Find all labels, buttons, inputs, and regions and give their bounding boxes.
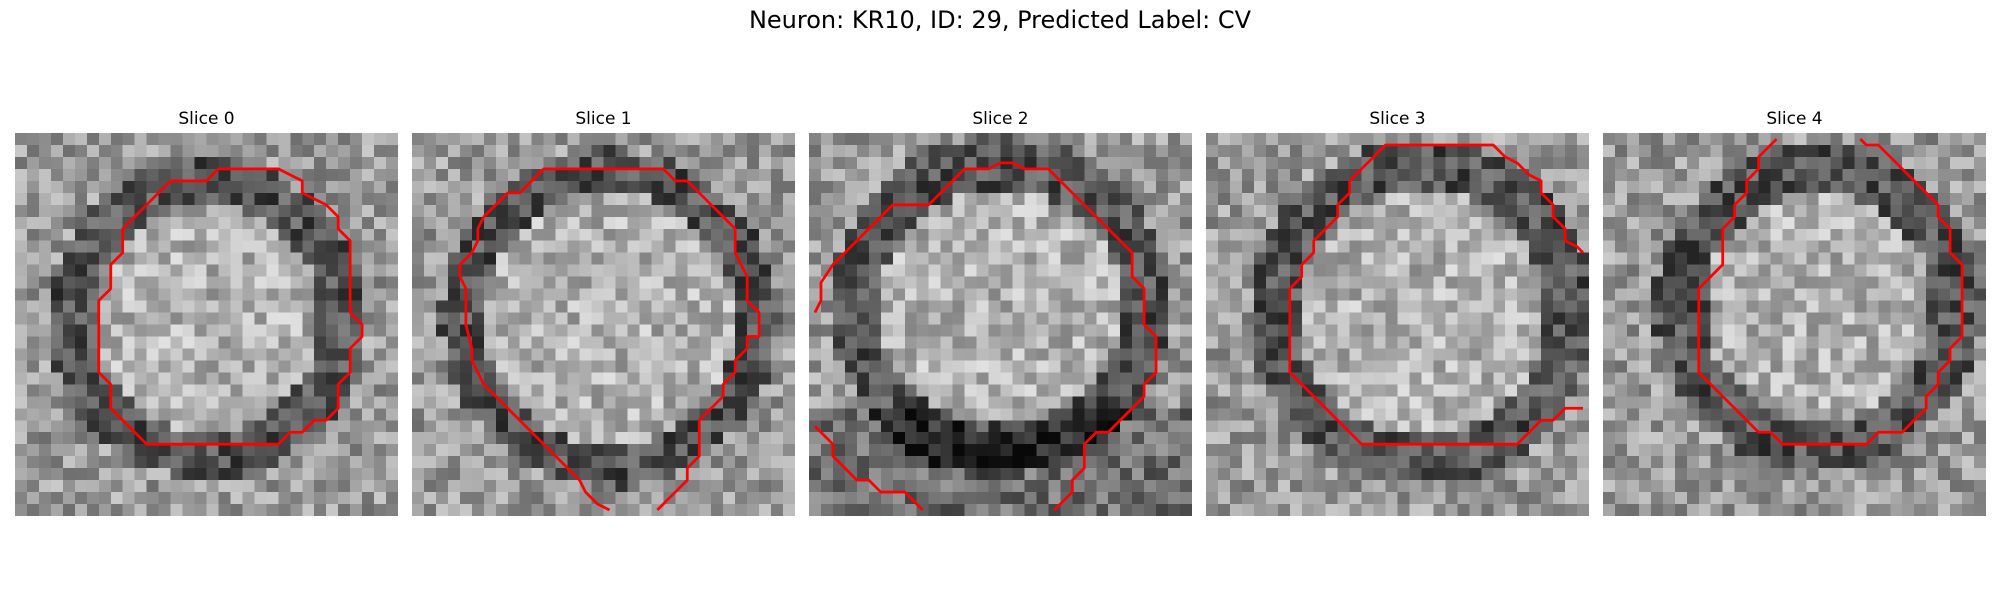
slice-title-3: Slice 3 [1369, 109, 1426, 129]
slice-title-2: Slice 2 [972, 109, 1029, 129]
slice-panel-1: Slice 1 [412, 108, 795, 516]
cell-contour-1 [458, 167, 761, 512]
cell-contour-3a [1288, 143, 1584, 446]
slice-panel-4: Slice 4 [1603, 108, 1986, 516]
cell-contour-0 [97, 167, 364, 446]
slice-panel-3: Slice 3 [1206, 108, 1589, 516]
microscopy-image-0 [15, 133, 398, 516]
slice-panel-2: Slice 2 [809, 108, 1192, 516]
cell-contour-4a [1697, 138, 1964, 446]
figure-title: Neuron: KR10, ID: 29, Predicted Label: C… [748, 6, 1252, 34]
microscopy-image-3 [1206, 133, 1589, 516]
slice-title-1: Slice 1 [575, 109, 632, 129]
slice-title-0: Slice 0 [178, 109, 235, 129]
microscopy-image-2 [809, 133, 1192, 516]
microscopy-image-4 [1603, 133, 1986, 516]
slice-title-4: Slice 4 [1766, 109, 1823, 129]
microscopy-image-1 [412, 133, 795, 516]
cell-contour-2a [813, 161, 1158, 511]
cell-contour-2b [814, 425, 924, 511]
slice-panel-0: Slice 0 [15, 108, 398, 516]
